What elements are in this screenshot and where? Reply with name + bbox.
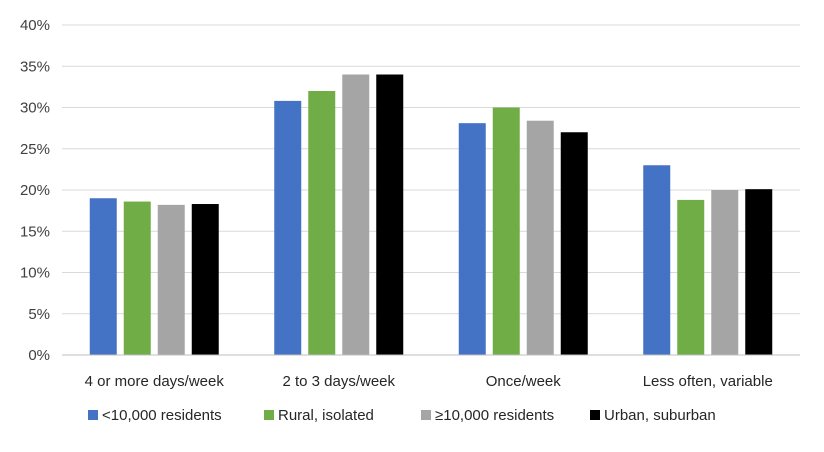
bar <box>526 120 554 355</box>
bar <box>308 91 336 355</box>
gridlines <box>62 24 800 315</box>
x-category-label: 4 or more days/week <box>85 373 225 390</box>
x-axis-category-labels: 4 or more days/week 2 to 3 days/week Once/… <box>85 373 773 390</box>
legend-label: Rural, isolated <box>278 407 374 424</box>
legend-label: Urban, suburban <box>604 407 716 424</box>
y-tick-label: 25% <box>20 141 50 158</box>
y-tick-label: 15% <box>20 223 50 240</box>
bar <box>376 74 404 355</box>
bars <box>89 74 773 356</box>
legend-swatch <box>421 410 431 420</box>
bar <box>677 199 705 355</box>
legend-swatch <box>264 410 274 420</box>
bar <box>274 100 302 356</box>
bar <box>123 201 151 355</box>
bar <box>157 204 185 355</box>
bar <box>711 190 739 355</box>
y-tick-label: 10% <box>20 265 50 282</box>
bar <box>560 132 588 355</box>
bar <box>643 165 671 355</box>
bar <box>191 204 219 355</box>
bar <box>458 123 486 355</box>
y-tick-label: 0% <box>28 347 50 364</box>
y-tick-label: 20% <box>20 182 50 199</box>
legend-label: <10,000 residents <box>102 407 222 424</box>
bar <box>89 198 117 355</box>
legend-label: ≥10,000 residents <box>435 407 554 424</box>
x-category-label: Less often, variable <box>643 373 773 390</box>
legend-swatch <box>88 410 98 420</box>
y-tick-label: 30% <box>20 100 50 117</box>
y-tick-label: 5% <box>28 306 50 323</box>
bar <box>342 74 370 355</box>
legend-swatch <box>590 410 600 420</box>
y-tick-label: 35% <box>20 58 50 75</box>
y-axis-tick-labels: 0% 5% 10% 15% 20% 25% 30% 35% 40% <box>20 17 50 364</box>
x-category-label: Once/week <box>486 373 562 390</box>
legend: <10,000 residents Rural, isolated ≥10,000 … <box>88 407 716 424</box>
bar <box>492 107 520 355</box>
x-category-label: 2 to 3 days/week <box>282 373 395 390</box>
bar <box>745 189 773 355</box>
y-tick-label: 40% <box>20 17 50 34</box>
